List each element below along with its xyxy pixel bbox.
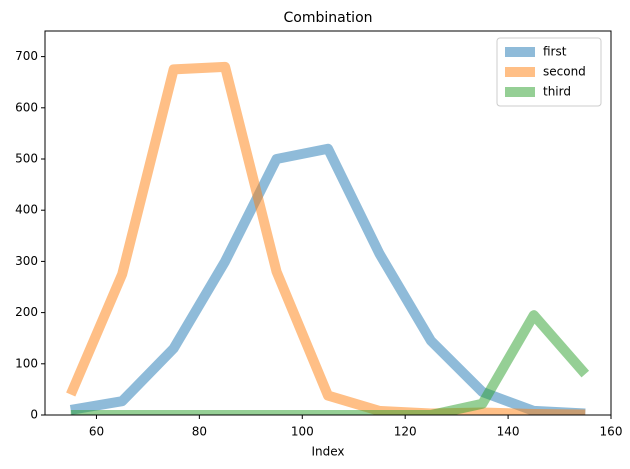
x-tick-label: 80 <box>192 425 207 439</box>
legend-label: third <box>543 85 571 99</box>
y-tick-label: 300 <box>15 254 38 268</box>
x-tick-label: 140 <box>497 425 520 439</box>
x-tick-label: 120 <box>394 425 417 439</box>
series-line <box>70 310 590 415</box>
chart-title: Combination <box>283 10 372 26</box>
series-line <box>69 143 586 415</box>
plot-area <box>66 61 590 415</box>
y-tick-label: 200 <box>15 305 38 319</box>
axes-frame <box>44 30 612 416</box>
x-axis-label: Index <box>311 445 344 459</box>
legend-label: first <box>543 45 567 59</box>
x-tick-label: 60 <box>89 425 104 439</box>
y-tick-label: 500 <box>15 152 38 166</box>
y-tick-label: 700 <box>15 49 38 63</box>
y-tick-label: 600 <box>15 100 38 114</box>
y-tick-label: 0 <box>30 408 38 422</box>
legend-label: second <box>543 65 586 79</box>
series-line <box>66 61 586 415</box>
x-tick-label: 100 <box>291 425 314 439</box>
y-tick-label: 400 <box>15 203 38 217</box>
x-tick-label: 160 <box>600 425 623 439</box>
y-tick-label: 100 <box>15 356 38 370</box>
